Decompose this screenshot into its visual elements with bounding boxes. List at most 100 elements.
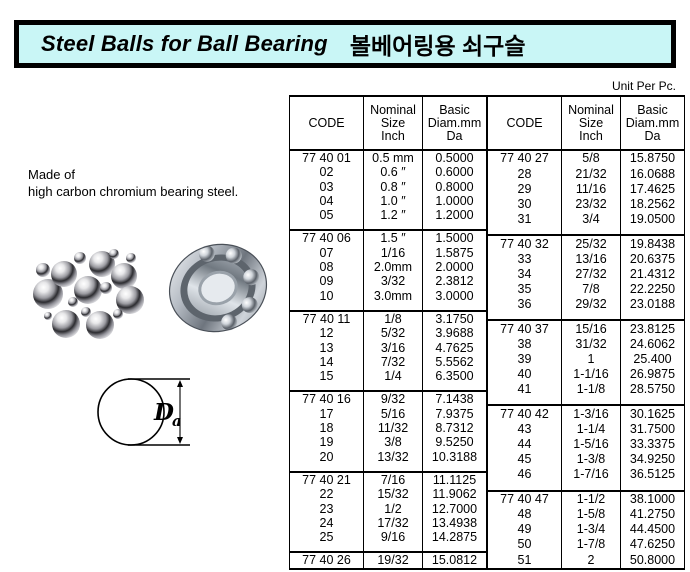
cell-basic-diameter: 8.7312 — [422, 421, 487, 436]
cell-nominal-size: 13/32 — [363, 449, 423, 464]
spacer-cell — [620, 482, 685, 491]
cell-code: 35 — [487, 281, 562, 297]
table-row: 77 40 16 9/32 7.1438 — [289, 390, 487, 407]
cell-basic-diameter: 2.3812 — [422, 274, 487, 289]
cell-nominal-size: 1-1/8 — [561, 381, 621, 397]
title-korean: 볼베어링용 쇠구슬 — [349, 33, 526, 59]
cell-nominal-size: 21/32 — [561, 166, 621, 182]
cell-nominal-size: 1.0 ″ — [363, 193, 423, 209]
cell-basic-diameter: 0.8000 — [422, 179, 487, 194]
spacer-cell — [487, 311, 562, 321]
cell-basic-diameter: 22.2250 — [620, 281, 685, 297]
cell-code: 13 — [289, 340, 364, 355]
cell-basic-diameter: 50.8000 — [620, 552, 685, 570]
spacer-cell — [561, 226, 621, 236]
table-row: 77 40 42 1-3/16 30.1625 — [487, 404, 685, 422]
spacer-cell — [422, 302, 487, 311]
group-spacer-row — [289, 463, 487, 472]
spacer-cell — [561, 482, 621, 491]
cell-nominal-size: 19/32 — [363, 551, 423, 570]
cell-code: 41 — [487, 381, 562, 397]
spacer-cell — [620, 397, 685, 406]
cell-basic-diameter: 38.1000 — [620, 489, 685, 507]
cell-nominal-size: 1-5/16 — [561, 436, 621, 452]
header-code: CODE — [289, 95, 364, 151]
spacer-cell — [620, 226, 685, 236]
table-row: 49 1-3/4 44.4500 — [487, 521, 685, 538]
table-row: 17 5/16 7.9375 — [289, 406, 487, 422]
table-body-right: 77 40 27 5/8 15.8750 28 21/32 16.0688 29 11/16 1… — [487, 148, 685, 570]
cell-basic-diameter: 3.1750 — [422, 309, 487, 327]
cell-nominal-size: 23/32 — [561, 196, 621, 212]
table-row: 33 13/16 20.6375 — [487, 251, 685, 267]
cell-nominal-size: 3/16 — [363, 340, 423, 355]
cell-code: 50 — [487, 537, 562, 553]
cell-basic-diameter: 21.4312 — [620, 266, 685, 282]
cell-code: 48 — [487, 506, 562, 522]
cell-nominal-size: 5/32 — [363, 326, 423, 341]
cell-code: 77 40 16 — [289, 390, 364, 407]
cell-basic-diameter: 1.5875 — [422, 245, 487, 261]
cell-code: 77 40 42 — [487, 404, 562, 422]
table-row: 38 31/32 24.6062 — [487, 336, 685, 352]
spacer-cell — [289, 222, 364, 231]
cell-nominal-size: 3/8 — [363, 435, 423, 450]
cell-code: 08 — [289, 260, 364, 275]
header-nominal-size: Nominal Size Inch — [561, 95, 621, 151]
table-row: 48 1-5/8 41.2750 — [487, 506, 685, 522]
cell-nominal-size: 1-1/4 — [561, 421, 621, 437]
material-line-2: high carbon chromium bearing steel. — [28, 184, 239, 199]
table-row: 30 23/32 18.2562 — [487, 196, 685, 212]
cell-nominal-size: 1-3/16 — [561, 404, 621, 422]
cell-code: 04 — [289, 193, 364, 209]
spacer-cell — [289, 463, 364, 472]
cell-basic-diameter: 15.0812 — [422, 551, 487, 570]
cell-basic-diameter: 23.0188 — [620, 296, 685, 312]
table-row: 77 40 11 1/8 3.1750 — [289, 309, 487, 327]
cell-code: 15 — [289, 369, 364, 384]
table-row: 77 40 37 15/16 23.8125 — [487, 319, 685, 337]
cell-code: 44 — [487, 436, 562, 452]
cell-basic-diameter: 4.7625 — [422, 340, 487, 355]
spacer-cell — [422, 383, 487, 392]
cell-basic-diameter: 1.0000 — [422, 193, 487, 209]
table-row: 13 3/16 4.7625 — [289, 340, 487, 355]
table-row: 05 1.2 ″ 1.2000 — [289, 208, 487, 223]
spec-table-right: CODE Nominal Size Inch Basic Diam.mm Da … — [487, 95, 685, 570]
spacer-cell — [363, 463, 423, 472]
cell-nominal-size: 1 — [561, 351, 621, 367]
table-row: 08 2.0mm 2.0000 — [289, 260, 487, 275]
cell-basic-diameter: 44.4500 — [620, 521, 685, 538]
spacer-cell — [289, 302, 364, 311]
header-basic-diam: Basic Diam.mm Da — [620, 95, 685, 151]
cell-nominal-size: 11/16 — [561, 181, 621, 197]
cell-basic-diameter: 24.6062 — [620, 336, 685, 352]
cell-basic-diameter: 20.6375 — [620, 251, 685, 267]
cell-code: 45 — [487, 451, 562, 468]
ball-diameter-diagram: D a — [97, 378, 190, 446]
table-header-row: CODE Nominal Size Inch Basic Diam.mm Da — [289, 95, 487, 151]
spacer-cell — [620, 311, 685, 321]
table-row: 07 1/16 1.5875 — [289, 245, 487, 261]
spacer-cell — [487, 482, 562, 491]
cell-code: 25 — [289, 530, 364, 545]
table-row: 10 3.0mm 3.0000 — [289, 288, 487, 303]
table-row: 22 15/32 11.9062 — [289, 487, 487, 502]
title-english: Steel Balls for Ball Bearing — [41, 31, 328, 56]
cell-nominal-size: 1.5 ″ — [363, 229, 423, 246]
table-row: 39 1 25.400 — [487, 351, 685, 367]
cell-code: 29 — [487, 181, 562, 197]
table-row: 24 17/32 13.4938 — [289, 515, 487, 531]
cell-code: 14 — [289, 354, 364, 370]
cell-nominal-size: 17/32 — [363, 515, 423, 531]
table-row: 18 11/32 8.7312 — [289, 421, 487, 436]
cell-nominal-size: 13/16 — [561, 251, 621, 267]
cell-basic-diameter: 25.400 — [620, 351, 685, 367]
cell-nominal-size: 1-1/2 — [561, 489, 621, 507]
cell-code: 39 — [487, 351, 562, 367]
cell-code: 23 — [289, 501, 364, 516]
cell-nominal-size: 5/8 — [561, 148, 621, 167]
spacer-cell — [487, 397, 562, 406]
cell-basic-diameter: 17.4625 — [620, 181, 685, 197]
spec-table-left: CODE Nominal Size Inch Basic Diam.mm Da … — [289, 95, 487, 570]
